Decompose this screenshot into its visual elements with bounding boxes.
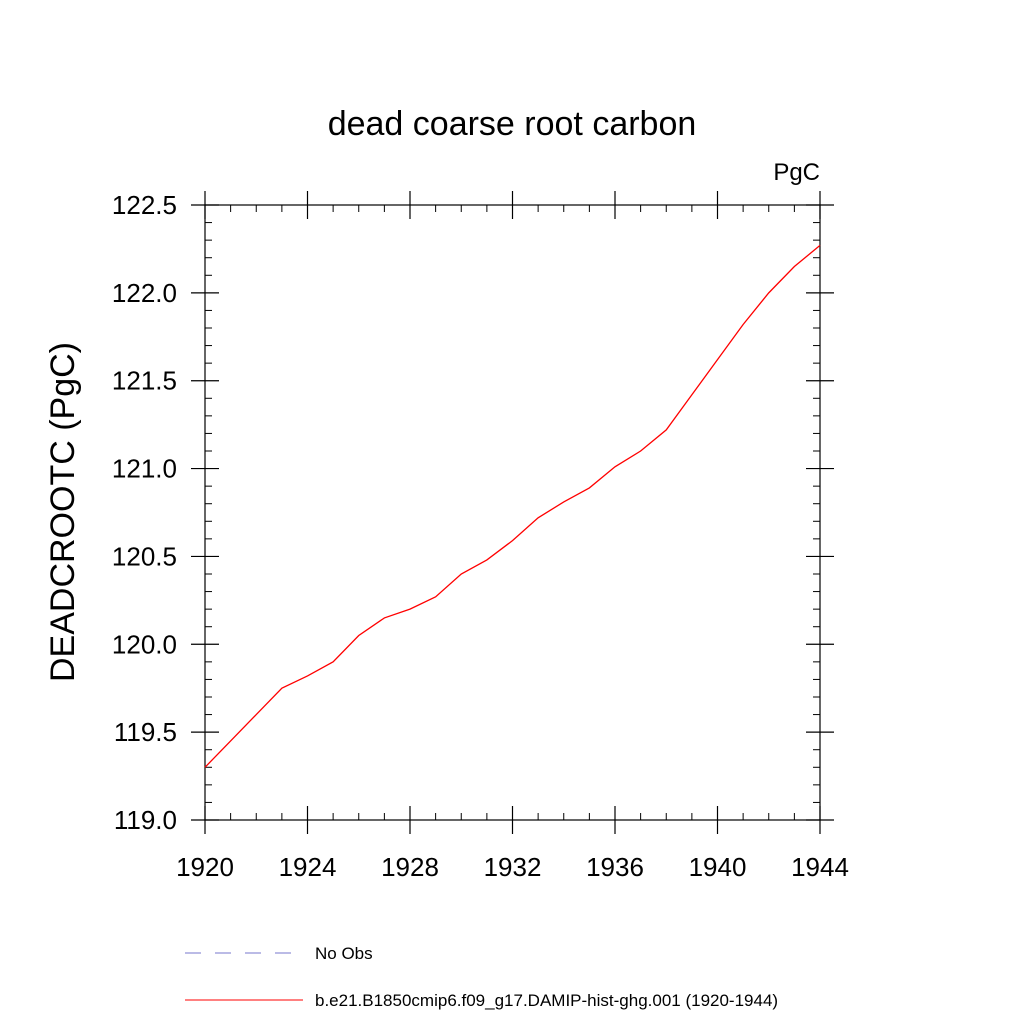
x-tick-label: 1936 [586,852,644,882]
y-tick-label: 121.5 [112,366,177,396]
series-line [204,244,821,768]
chart-title: dead coarse root carbon [328,105,697,143]
x-tick-label: 1932 [484,852,542,882]
y-tick-label: 121.0 [112,454,177,484]
series-layer [204,244,821,768]
legend-label-1: No Obs [315,944,373,963]
y-tick-label: 119.0 [114,805,177,835]
plot-frame [204,204,821,821]
legend-label-2: b.e21.B1850cmip6.f09_g17.DAMIP-hist-ghg.… [315,991,778,1010]
units-label: PgC [773,159,820,186]
x-tick-label: 1928 [381,852,439,882]
y-tick-label: 120.5 [112,541,177,571]
y-tick-label: 119.5 [114,717,177,747]
y-axis-label: DEADCROOTC (PgC) [44,342,82,682]
x-tick-label: 1940 [689,852,747,882]
x-tick-label: 1920 [176,852,234,882]
legend: No Obs b.e21.B1850cmip6.f09_g17.DAMIP-his… [185,944,778,1010]
y-tick-label: 122.5 [112,190,177,220]
y-tick-label: 120.0 [112,629,177,659]
y-tick-label: 122.0 [112,278,177,308]
x-tick-label: 1924 [279,852,337,882]
axes: 1920 1924 1928 1932 1936 1940 1944 119.0 119.5 12… [112,190,849,882]
x-tick-label: 1944 [791,852,849,882]
